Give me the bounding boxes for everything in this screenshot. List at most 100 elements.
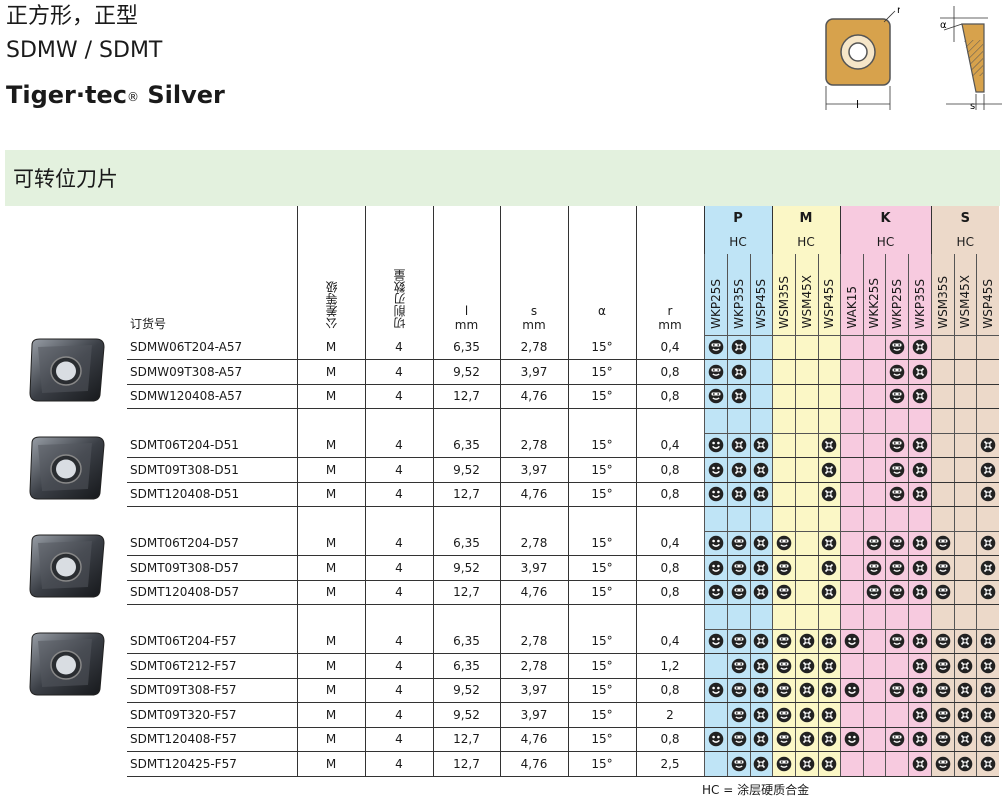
insert-F57-image [5, 629, 127, 776]
face-icon [866, 584, 882, 600]
face-icon [889, 388, 905, 404]
face-icon [866, 560, 882, 576]
grade-cell [907, 678, 931, 703]
tolerance-cell: M [296, 433, 365, 458]
table-row: SDMT120425-F57 M 4 12,7 4,76 15° 2,5 [5, 751, 999, 777]
table-row: SDMT09T308-D57 M 4 9,52 3,97 15° 0,8 [5, 555, 999, 581]
section-title: 可转位刀片 [13, 167, 118, 191]
l-cell: 9,52 [432, 555, 500, 581]
face-icon [935, 633, 951, 649]
cross-icon [912, 388, 928, 404]
cross-icon [753, 437, 769, 453]
col-header-alpha: α [567, 206, 636, 335]
cross-icon [821, 535, 837, 551]
r-cell: 0,8 [635, 678, 704, 703]
grade-cell [794, 531, 818, 556]
grade-header-M-0: WSM35S [771, 254, 795, 336]
grade-cell [749, 580, 772, 605]
grade-cell [884, 653, 908, 679]
cross-icon [912, 462, 928, 478]
grade-cell [884, 678, 908, 703]
grade-cell [703, 678, 727, 703]
grade-header-S-2: WSP45S [975, 254, 999, 336]
grade-cell [771, 653, 795, 679]
grade-cell [953, 335, 976, 360]
cross-icon [821, 486, 837, 502]
tolerance-cell: M [296, 629, 365, 654]
edges-cell: 4 [364, 702, 433, 728]
r-cell: 0,4 [635, 629, 704, 654]
s-cell: 3,97 [499, 678, 568, 703]
group-K: K [839, 206, 931, 230]
code-cell: SDMT06T204-F57 [127, 629, 297, 654]
cross-icon [753, 535, 769, 551]
cross-icon [957, 658, 973, 674]
code-cell: SDMT09T320-F57 [127, 702, 297, 728]
grade-cell [817, 727, 840, 752]
grade-cell [975, 653, 999, 679]
code-cell: SDMW120408-A57 [127, 384, 297, 409]
grade-cell [703, 555, 727, 581]
face-icon [935, 707, 951, 723]
grade-cell [907, 629, 931, 654]
s-label: s [970, 101, 975, 112]
col-header-edges: 切削刃数量 [364, 206, 433, 335]
grade-cell [703, 629, 727, 654]
smile-icon [708, 560, 724, 576]
grade-cell [907, 384, 931, 409]
title-codes: SDMW / SDMT [6, 38, 163, 63]
edges-cell: 4 [364, 629, 433, 654]
col-header-tolerance: 公差等级 [296, 206, 365, 335]
grade-cell [930, 457, 954, 483]
cross-icon [912, 339, 928, 355]
grade-cell [794, 727, 818, 752]
grade-cell [839, 359, 863, 385]
grade-cell [817, 335, 840, 360]
grade-cell [726, 433, 750, 458]
grade-cell [907, 702, 931, 728]
grade-cell [771, 359, 795, 385]
grade-cell [930, 555, 954, 581]
grade-cell [862, 678, 885, 703]
grade-cell [862, 751, 885, 777]
smile-icon [708, 731, 724, 747]
r-cell: 2,5 [635, 751, 704, 777]
grade-cell [703, 433, 727, 458]
alpha-cell: 15° [567, 653, 636, 679]
grade-cell [726, 580, 750, 605]
alpha-label: α [940, 20, 947, 31]
grade-cell [953, 482, 976, 507]
cross-icon [912, 658, 928, 674]
s-cell: 3,97 [499, 555, 568, 581]
grade-cell [817, 531, 840, 556]
insert-front-view-drawing: r l [825, 5, 900, 111]
grade-cell [794, 335, 818, 360]
section-band: 可转位刀片 [5, 150, 1000, 206]
alpha-cell: 15° [567, 433, 636, 458]
alpha-cell: 15° [567, 359, 636, 385]
grade-cell [817, 482, 840, 507]
edges-cell: 4 [364, 751, 433, 777]
cross-icon [753, 756, 769, 772]
alpha-cell: 15° [567, 335, 636, 360]
grade-cell [794, 751, 818, 777]
grade-cell [771, 384, 795, 409]
grade-cell [907, 433, 931, 458]
grade-cell [794, 457, 818, 483]
grade-cell [726, 457, 750, 483]
hc-P: HC [703, 230, 772, 254]
grade-cell [817, 384, 840, 409]
table-row: SDMT09T308-D51 M 4 9,52 3,97 15° 0,8 [5, 457, 999, 483]
s-cell: 4,76 [499, 751, 568, 777]
tolerance-cell: M [296, 384, 365, 409]
grade-cell [771, 702, 795, 728]
grade-cell [771, 751, 795, 777]
face-icon [776, 682, 792, 698]
grade-cell [703, 727, 727, 752]
grade-cell [975, 433, 999, 458]
grade-header-P-2: WSP45S [749, 254, 772, 336]
grade-cell [862, 457, 885, 483]
group-M: M [771, 206, 840, 230]
alpha-cell: 15° [567, 629, 636, 654]
grade-cell [975, 555, 999, 581]
